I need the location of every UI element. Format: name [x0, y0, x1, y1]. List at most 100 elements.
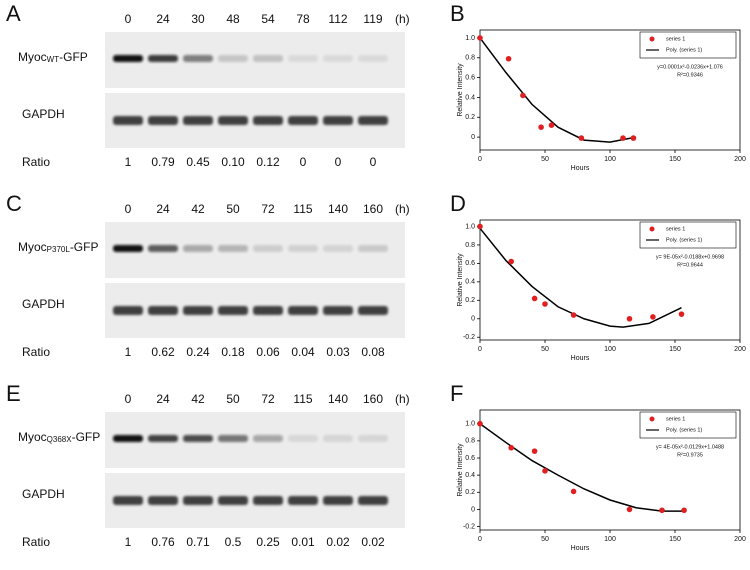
data-point	[520, 92, 526, 99]
hour-label: 48	[226, 12, 240, 26]
hour-label: 115	[293, 392, 312, 406]
x-tick-label: 100	[604, 536, 616, 543]
y-tick-label: 0	[471, 506, 475, 513]
ratio-value: 0.79	[151, 155, 175, 169]
band	[288, 306, 318, 315]
y-tick-label: 0.8	[465, 438, 475, 445]
data-point	[508, 444, 514, 451]
data-point	[650, 314, 656, 320]
fit-line	[479, 227, 682, 328]
protein-label: MyocQ368X-GFP	[18, 430, 100, 444]
panel-letter: B	[450, 1, 465, 26]
protein-base: Myoc	[18, 50, 47, 64]
x-tick-label: 0	[478, 346, 482, 353]
band	[113, 245, 143, 252]
hour-label: 78	[296, 12, 310, 26]
hour-unit: (h)	[395, 392, 410, 406]
hour-label: 160	[363, 392, 383, 406]
data-point	[626, 315, 633, 322]
hour-label: 140	[328, 202, 348, 216]
x-tick-label: 200	[734, 536, 746, 543]
x-tick-label: 100	[604, 156, 616, 163]
data-point	[542, 468, 548, 474]
x-axis-title: Hours	[571, 545, 590, 552]
x-axis-title: Hours	[571, 165, 590, 172]
band	[218, 245, 248, 252]
ratio-value: 0.02	[361, 535, 385, 549]
y-tick-label: 0	[471, 316, 475, 323]
hour-label: 54	[261, 12, 275, 26]
band	[183, 306, 213, 315]
ratio-value: 0.62	[151, 345, 175, 359]
x-tick-label: 50	[541, 536, 549, 543]
y-tick-label: 0.2	[465, 489, 475, 496]
ratio-value: 0	[300, 155, 307, 169]
band	[253, 245, 283, 252]
band	[358, 435, 388, 442]
data-point	[531, 448, 538, 454]
band	[183, 496, 213, 505]
band	[253, 435, 283, 442]
band	[113, 116, 143, 125]
ratio-value: 0.08	[361, 345, 385, 359]
legend-marker	[649, 416, 655, 422]
band	[148, 245, 178, 252]
band	[358, 116, 388, 125]
ratio-value: 0.18	[221, 345, 245, 359]
data-point	[626, 506, 633, 513]
panel-letter: E	[6, 381, 21, 406]
data-point	[505, 55, 512, 62]
data-point	[578, 135, 585, 141]
band	[253, 306, 283, 315]
y-tick-label: 1.0	[465, 421, 475, 428]
y-tick-label: 0.8	[465, 55, 475, 62]
band	[253, 496, 283, 505]
fit-line	[479, 423, 685, 512]
y-axis-title: Relative Intensity	[457, 443, 464, 497]
band	[148, 435, 178, 442]
protein-sub: P370L	[47, 245, 71, 254]
ratio-value: 0.25	[256, 535, 280, 549]
x-tick-label: 200	[734, 156, 746, 163]
y-tick-label: -0.2	[463, 523, 475, 530]
ratio-value: 0.06	[256, 345, 280, 359]
ratio-value: 0.76	[151, 535, 175, 549]
ratio-label: Ratio	[22, 535, 50, 549]
protein-suffix: -GFP	[72, 430, 101, 444]
band	[113, 435, 143, 442]
data-point	[542, 301, 548, 307]
legend-marker	[649, 36, 655, 42]
legend-label: series 1	[666, 36, 685, 42]
data-point	[678, 311, 685, 317]
fit-line	[479, 37, 637, 143]
legend-marker	[649, 226, 655, 232]
hour-label: 72	[261, 202, 275, 216]
ratio-value: 1	[125, 345, 132, 359]
ratio-value: 0.71	[186, 535, 210, 549]
y-tick-label: 0	[471, 134, 475, 141]
x-axis-title: Hours	[571, 355, 590, 362]
hour-unit: (h)	[395, 202, 410, 216]
hour-label: 24	[156, 202, 170, 216]
ratio-value: 0.03	[326, 345, 350, 359]
legend-label: Poly. (series 1)	[666, 427, 702, 433]
equation: y= 9E-05x²-0.0188x+0.9698	[656, 254, 724, 260]
band	[113, 55, 143, 62]
hour-label: 50	[226, 202, 240, 216]
data-point	[681, 507, 687, 514]
protein-suffix: -GFP	[70, 240, 99, 254]
y-axis-title: Relative Intensity	[457, 63, 464, 117]
hour-label: 0	[125, 12, 132, 26]
protein-base: Myoc	[18, 430, 47, 444]
y-tick-label: 0.4	[465, 279, 475, 286]
protein-sub: WT	[47, 55, 60, 64]
y-tick-label: 0.8	[465, 242, 475, 249]
x-tick-label: 200	[734, 346, 746, 353]
r-squared: R²=0.9346	[677, 72, 703, 78]
ratio-value: 0.24	[186, 345, 210, 359]
ratio-value: 1	[125, 535, 132, 549]
band	[183, 116, 213, 125]
band	[253, 55, 283, 62]
band	[323, 55, 353, 62]
